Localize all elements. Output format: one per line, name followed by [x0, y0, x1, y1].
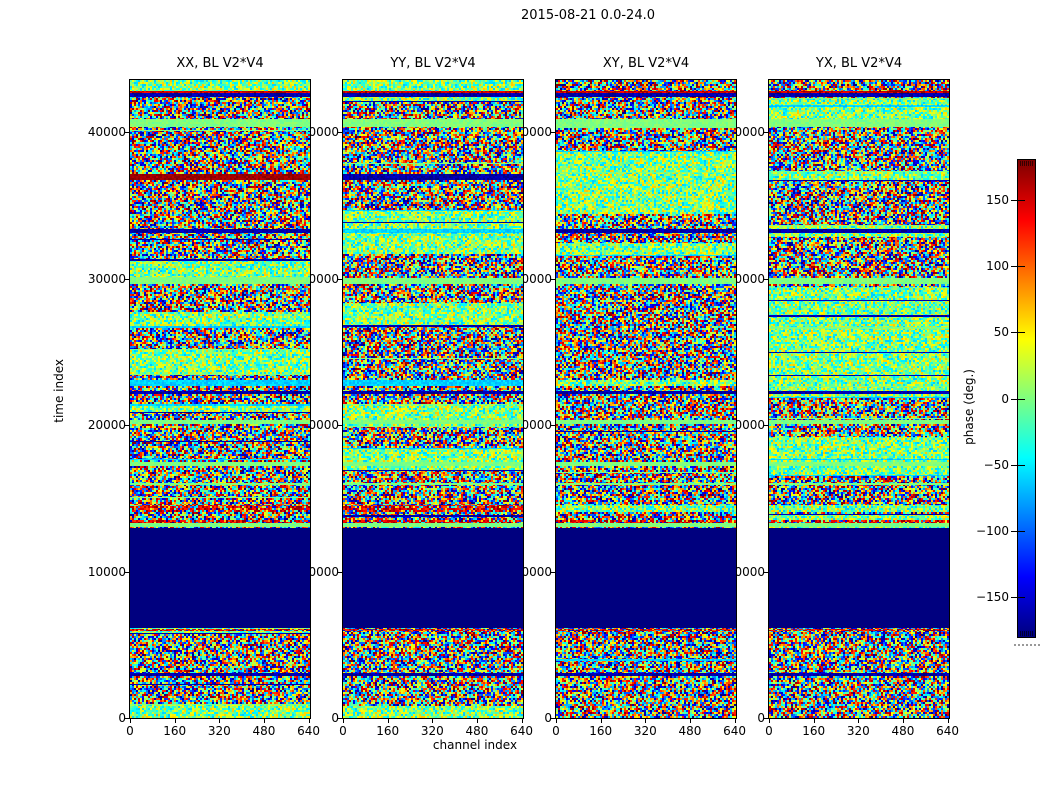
y-tick-mark — [551, 278, 555, 280]
x-tick-mark — [902, 719, 904, 723]
x-tick-label: 640 — [936, 724, 960, 738]
y-tick-label: 0 — [757, 711, 765, 725]
heatmap-canvas-yy — [342, 79, 524, 719]
colorbar-tick-label: −150 — [976, 590, 1009, 605]
colorbar-tick-label: 0 — [1001, 391, 1009, 406]
x-tick-label: 640 — [723, 724, 747, 738]
x-tick-mark — [689, 719, 691, 723]
x-tick-mark — [858, 719, 860, 723]
y-tick-mark — [551, 132, 555, 133]
colorbar-tick-mark — [1011, 199, 1017, 201]
x-tick-label: 640 — [297, 724, 321, 738]
y-tick-mark — [764, 278, 768, 280]
y-tick-label: 0 — [544, 711, 552, 725]
y-tick-mark — [764, 571, 768, 573]
colorbar-tick-mark — [1011, 398, 1017, 400]
y-tick-mark — [338, 718, 342, 719]
y-tick-label: 20000 — [87, 418, 126, 432]
y-tick-label: 30000 — [87, 271, 126, 286]
x-tick-label: 480 — [252, 724, 276, 738]
colorbar-tick-label: 150 — [986, 192, 1009, 207]
x-tick-mark — [174, 719, 176, 723]
y-tick-mark — [125, 425, 129, 426]
x-tick-mark — [387, 719, 389, 723]
x-tick-label: 160 — [589, 724, 613, 738]
x-tick-label: 160 — [802, 724, 826, 738]
x-tick-label: 0 — [552, 724, 560, 738]
x-tick-mark — [263, 719, 265, 723]
x-tick-mark — [645, 719, 647, 723]
x-tick-mark — [308, 719, 310, 723]
y-tick-mark — [338, 278, 342, 280]
panel-title: XX, BL V2*V4 — [176, 56, 264, 71]
x-tick-mark — [130, 719, 131, 723]
x-tick-label: 0 — [339, 724, 347, 738]
panel-title: YX, BL V2*V4 — [815, 56, 903, 71]
y-tick-label: 40000 — [87, 125, 126, 139]
y-tick-label: 0 — [331, 711, 339, 725]
colorbar-tick-mark — [1011, 464, 1017, 466]
colorbar-tick-mark — [1011, 266, 1017, 267]
x-axis-label: channel index — [432, 738, 518, 752]
figure-title: 2015-08-21 0.0-24.0 — [521, 8, 655, 23]
y-tick-mark — [125, 132, 129, 133]
y-tick-label: 10000 — [87, 564, 126, 579]
colorbar-tick-label: −100 — [976, 524, 1009, 538]
x-tick-label: 160 — [376, 724, 400, 738]
y-tick-mark — [125, 571, 129, 573]
x-tick-label: 480 — [891, 724, 915, 738]
x-tick-label: 480 — [678, 724, 702, 738]
x-tick-label: 480 — [465, 724, 489, 738]
y-tick-mark — [338, 571, 342, 573]
x-tick-label: 640 — [510, 724, 534, 738]
x-tick-label: 160 — [163, 724, 187, 738]
y-tick-mark — [338, 132, 342, 133]
x-tick-label: 320 — [420, 724, 444, 738]
x-tick-label: 320 — [846, 724, 870, 738]
y-tick-mark — [338, 425, 342, 426]
y-axis-label: time index — [52, 359, 66, 423]
y-tick-mark — [551, 571, 555, 573]
colorbar-canvas — [1017, 159, 1036, 638]
y-tick-mark — [551, 718, 555, 719]
x-tick-mark — [521, 719, 523, 723]
x-tick-mark — [734, 719, 736, 723]
x-tick-label: 0 — [765, 724, 773, 738]
y-tick-mark — [764, 425, 768, 426]
x-tick-label: 0 — [126, 724, 134, 738]
colorbar-tick-label: 100 — [986, 259, 1009, 273]
y-tick-mark — [125, 278, 129, 280]
y-tick-mark — [551, 425, 555, 426]
x-tick-mark — [556, 719, 557, 723]
colorbar-dotted-underline — [1014, 644, 1040, 646]
x-tick-mark — [476, 719, 478, 723]
colorbar-label: phase (deg.) — [962, 369, 976, 445]
panel-title: XY, BL V2*V4 — [602, 56, 690, 71]
x-tick-label: 320 — [207, 724, 231, 738]
x-tick-mark — [769, 719, 770, 723]
colorbar-tick-mark — [1011, 531, 1017, 532]
heatmap-canvas-xy — [555, 79, 737, 719]
x-tick-mark — [947, 719, 949, 723]
heatmap-canvas-xx — [129, 79, 311, 719]
colorbar-tick-label: −50 — [983, 457, 1009, 472]
x-tick-mark — [600, 719, 602, 723]
x-tick-mark — [219, 719, 221, 723]
colorbar-tick-mark — [1011, 332, 1017, 334]
y-tick-mark — [125, 718, 129, 719]
x-tick-mark — [813, 719, 815, 723]
panel-title: YY, BL V2*V4 — [390, 56, 476, 71]
y-tick-label: 0 — [118, 711, 126, 725]
y-tick-mark — [764, 132, 768, 133]
colorbar-tick-mark — [1011, 597, 1017, 599]
colorbar-tick-label: 50 — [993, 325, 1009, 340]
y-tick-mark — [764, 718, 768, 719]
x-tick-label: 320 — [633, 724, 657, 738]
x-tick-mark — [432, 719, 434, 723]
heatmap-canvas-yx — [768, 79, 950, 719]
x-tick-mark — [343, 719, 344, 723]
